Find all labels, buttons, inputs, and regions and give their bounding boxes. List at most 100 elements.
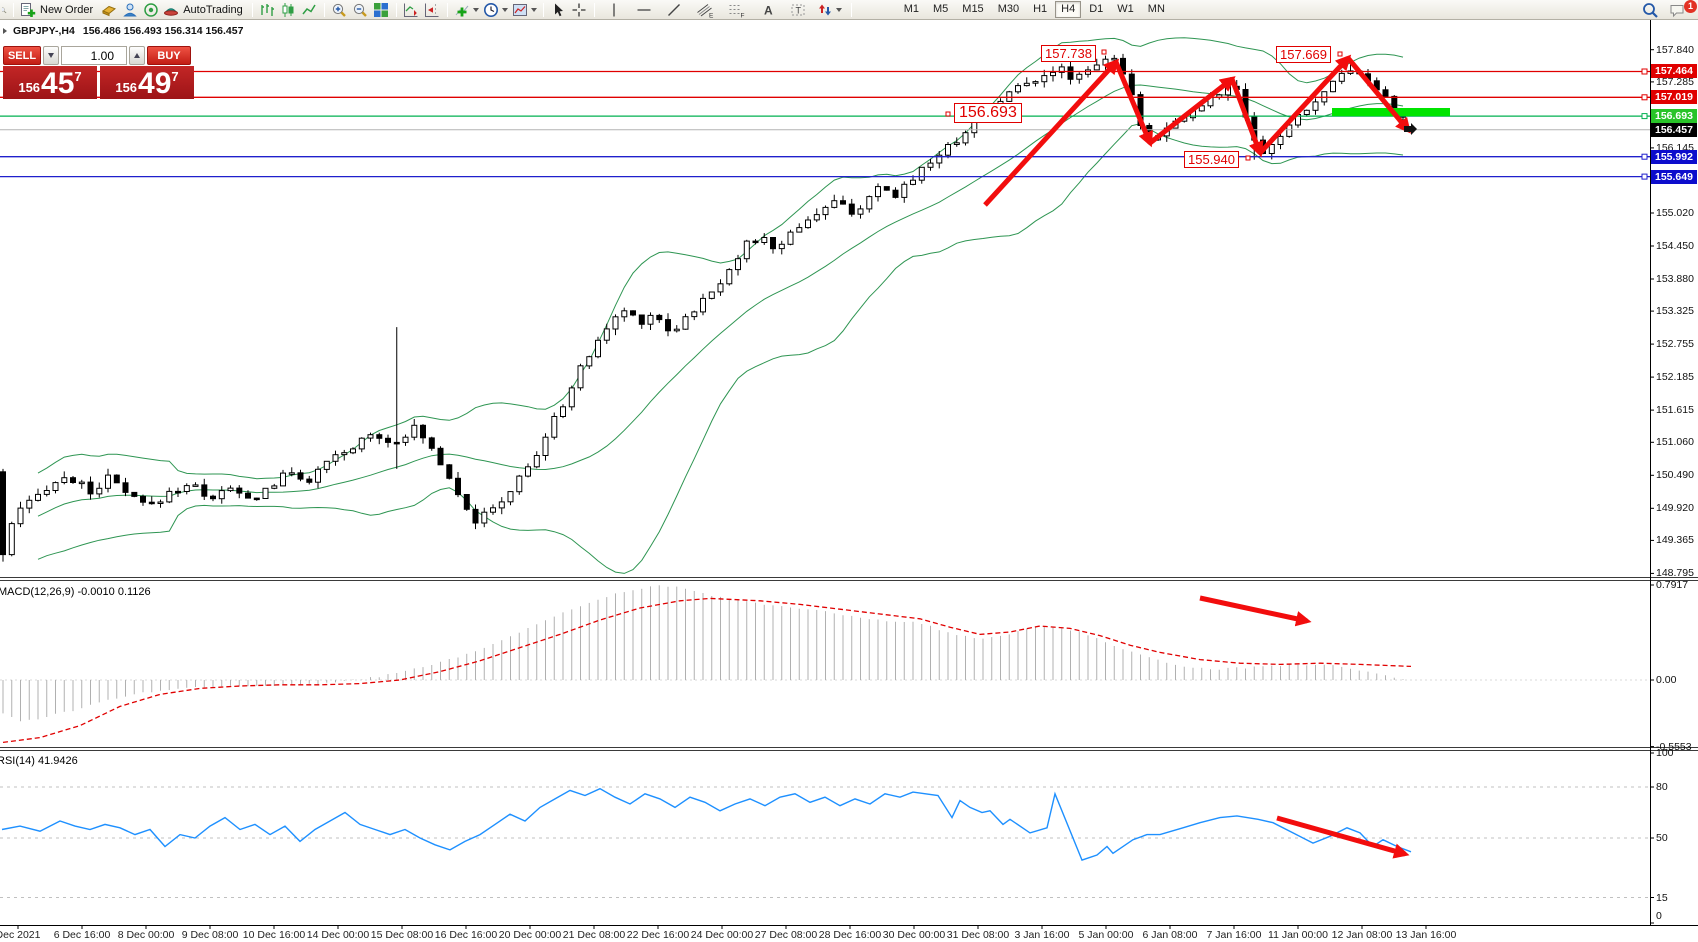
zoom-in-icon bbox=[333, 3, 347, 17]
chart-canvas[interactable] bbox=[0, 20, 1698, 942]
new-order-icon bbox=[21, 2, 36, 17]
periods-button[interactable] bbox=[481, 1, 510, 19]
svg-text:A: A bbox=[764, 3, 773, 17]
new-order-button[interactable]: New Order bbox=[18, 1, 98, 19]
vertical-line-button[interactable] bbox=[599, 1, 629, 19]
timeframe-M30[interactable]: M30 bbox=[997, 3, 1020, 15]
line-chart-icon bbox=[302, 4, 316, 14]
community-icon bbox=[122, 3, 137, 16]
price-annotation[interactable]: 155.940 bbox=[1184, 151, 1239, 168]
sell-button[interactable]: SELL bbox=[3, 46, 41, 65]
text-label-button[interactable]: T bbox=[783, 1, 813, 19]
price-annotation[interactable]: 157.669 bbox=[1276, 46, 1331, 63]
partial-icon[interactable] bbox=[0, 1, 9, 19]
macd-label: MACD(12,26,9) -0.0010 0.1126 bbox=[0, 586, 151, 598]
chevron-down-icon bbox=[501, 7, 508, 12]
signal-icon bbox=[143, 2, 158, 17]
indicators-button[interactable] bbox=[452, 1, 481, 19]
zoom-out-button[interactable] bbox=[350, 1, 371, 19]
axis-borders bbox=[0, 20, 1698, 929]
timeframe-H4[interactable]: H4 bbox=[1055, 1, 1082, 18]
macd-signal-line bbox=[2, 597, 1412, 744]
triangle-down-icon bbox=[48, 53, 54, 58]
volume-decrease-button[interactable] bbox=[43, 46, 59, 65]
symbol-header: GBPJPY-,H4 156.486 156.493 156.314 156.45… bbox=[13, 25, 251, 37]
auto-scroll-button[interactable] bbox=[401, 1, 422, 19]
bar-chart-icon bbox=[261, 3, 275, 16]
line-chart-button[interactable] bbox=[299, 1, 320, 19]
price-pointer-icon bbox=[1404, 123, 1417, 135]
deposit-button[interactable] bbox=[98, 1, 119, 19]
separator bbox=[542, 2, 544, 17]
collapse-icon[interactable] bbox=[3, 28, 7, 34]
trendline-icon bbox=[667, 3, 680, 16]
bollinger-bands bbox=[37, 37, 1404, 574]
bar-chart-button[interactable] bbox=[257, 1, 278, 19]
candlestick-chart-icon bbox=[282, 2, 294, 17]
arrows-button[interactable] bbox=[813, 1, 847, 19]
indicators-icon bbox=[455, 5, 469, 16]
svg-text:F: F bbox=[740, 12, 744, 18]
zigzag-arrows[interactable] bbox=[983, 54, 1411, 207]
sell-price-display[interactable]: 156 45 7 bbox=[3, 66, 97, 99]
rsi-label: RSI(14) 41.9426 bbox=[0, 755, 78, 767]
tile-windows-icon bbox=[374, 2, 389, 17]
fibonacci-button[interactable]: F bbox=[721, 1, 753, 19]
candlestick-chart-button[interactable] bbox=[278, 1, 299, 19]
search-icon bbox=[1643, 2, 1658, 18]
channel-button[interactable]: E bbox=[689, 1, 721, 19]
horizontal-line-button[interactable] bbox=[629, 1, 659, 19]
svg-text:E: E bbox=[709, 12, 714, 18]
separator bbox=[251, 2, 253, 17]
timeframe-W1[interactable]: W1 bbox=[1117, 3, 1134, 15]
cursor-icon bbox=[555, 3, 564, 16]
chat-icon bbox=[1670, 5, 1684, 18]
zoom-in-button[interactable] bbox=[329, 1, 350, 19]
rsi-trend-arrow[interactable] bbox=[1276, 815, 1410, 859]
autotrading-icon bbox=[164, 7, 179, 16]
text-icon: A bbox=[764, 3, 773, 17]
timeframe-H1[interactable]: H1 bbox=[1033, 3, 1048, 15]
new-order-label: New Order bbox=[40, 3, 94, 16]
trendline-button[interactable] bbox=[659, 1, 689, 19]
autotrading-button[interactable]: AutoTrading bbox=[161, 1, 248, 19]
timeframe-M1[interactable]: M1 bbox=[903, 3, 919, 15]
buy-price-display[interactable]: 156 49 7 bbox=[100, 66, 194, 99]
community-button[interactable] bbox=[119, 1, 140, 19]
cursor-button[interactable] bbox=[548, 1, 569, 19]
separator bbox=[850, 2, 852, 17]
templates-icon bbox=[512, 3, 527, 16]
separator bbox=[323, 2, 325, 17]
price-annotation[interactable]: 157.738 bbox=[1041, 45, 1096, 62]
volume-increase-button[interactable] bbox=[129, 46, 145, 65]
text-button[interactable]: A bbox=[753, 1, 783, 19]
crosshair-icon bbox=[572, 3, 586, 16]
separator bbox=[395, 2, 397, 17]
zoom-out-icon bbox=[354, 3, 368, 17]
buy-button[interactable]: BUY bbox=[147, 46, 191, 65]
price-annotation[interactable]: 156.693 bbox=[954, 103, 1022, 123]
timeframe-M5[interactable]: M5 bbox=[933, 3, 949, 15]
timeframe-M15[interactable]: M15 bbox=[962, 3, 984, 15]
chat-button[interactable] bbox=[1667, 1, 1688, 19]
tile-windows-button[interactable] bbox=[371, 1, 392, 19]
fibonacci-icon: F bbox=[729, 4, 744, 18]
macd-trend-arrow[interactable] bbox=[1199, 595, 1312, 627]
chart-shift-button[interactable] bbox=[422, 1, 443, 19]
horizontal-price-lines[interactable] bbox=[0, 68, 1650, 180]
templates-button[interactable] bbox=[510, 1, 539, 19]
timeframe-group: M1 M5 M15 M30 H1 H4 D1 W1 MN bbox=[898, 1, 1171, 18]
timeframe-MN[interactable]: MN bbox=[1147, 3, 1165, 15]
periods-icon bbox=[483, 2, 498, 17]
toolbar: New Order AutoTrading bbox=[0, 0, 1698, 20]
crosshair-button[interactable] bbox=[569, 1, 590, 19]
search-button[interactable] bbox=[1640, 1, 1661, 19]
chart-window[interactable]: GBPJPY-,H4 156.486 156.493 156.314 156.45… bbox=[0, 20, 1698, 942]
chevron-down-icon bbox=[472, 7, 479, 12]
horizontal-line-icon bbox=[637, 8, 651, 11]
timeframe-D1[interactable]: D1 bbox=[1089, 3, 1104, 15]
volume-input[interactable] bbox=[61, 46, 127, 65]
signals-button[interactable] bbox=[140, 1, 161, 19]
separator bbox=[593, 2, 595, 17]
